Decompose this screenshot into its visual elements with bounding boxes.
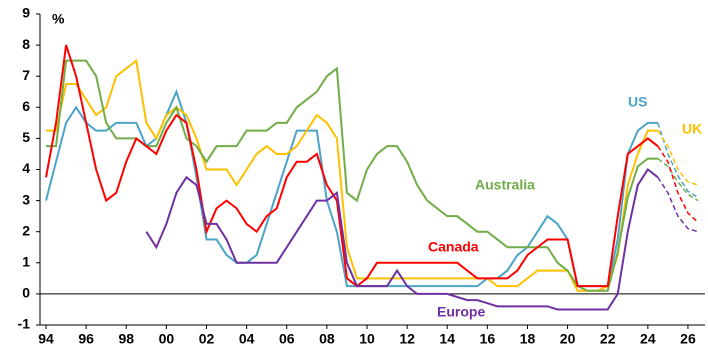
x-tick-label: 16 <box>480 331 496 347</box>
x-tick-label: 08 <box>319 331 335 347</box>
x-tick-label: 02 <box>199 331 215 347</box>
pricing-line <box>657 158 699 202</box>
x-tick-label: 20 <box>560 331 576 347</box>
y-tick-label: 8 <box>22 36 30 52</box>
x-tick-label: 98 <box>118 331 134 347</box>
y-tick-label: 7 <box>22 67 30 83</box>
y-tick-label: 2 <box>22 222 30 238</box>
y-unit: % <box>52 11 65 27</box>
pricing-line <box>657 145 699 223</box>
rate-line <box>45 88 658 288</box>
y-tick-label: 4 <box>22 160 30 176</box>
y-tick-label: 1 <box>22 254 30 270</box>
y-tick-label: -1 <box>18 316 31 332</box>
pricing-line <box>657 176 699 233</box>
x-tick-label: 96 <box>78 331 94 347</box>
y-tick-label: 6 <box>22 98 30 114</box>
rate-line <box>46 58 658 292</box>
rate-line <box>45 44 659 288</box>
series-label: Australia <box>475 177 535 193</box>
rate-line <box>145 168 659 311</box>
series-label: UK <box>682 121 702 137</box>
x-tick-label: 94 <box>38 331 54 347</box>
x-tick-label: 24 <box>640 331 656 347</box>
x-tick-label: 14 <box>439 331 455 347</box>
y-tick-label: 3 <box>22 191 30 207</box>
x-tick-label: 10 <box>359 331 375 347</box>
y-tick-label: 9 <box>22 5 30 21</box>
x-tick-label: 18 <box>520 331 536 347</box>
x-tick-label: 00 <box>159 331 175 347</box>
series-label: US <box>628 94 647 110</box>
series-label: Canada <box>428 239 479 255</box>
x-tick-label: 12 <box>399 331 415 347</box>
y-tick-label: 0 <box>22 285 30 301</box>
y-tick-label: 5 <box>22 129 30 145</box>
x-tick-label: 06 <box>279 331 295 347</box>
series-label: Europe <box>437 304 485 320</box>
pricing-line <box>657 122 699 199</box>
x-tick-label: 22 <box>600 331 616 347</box>
pricing-line <box>657 130 699 186</box>
rate-line <box>46 59 658 292</box>
x-tick-label: 26 <box>680 331 696 347</box>
x-tick-label: 04 <box>239 331 255 347</box>
